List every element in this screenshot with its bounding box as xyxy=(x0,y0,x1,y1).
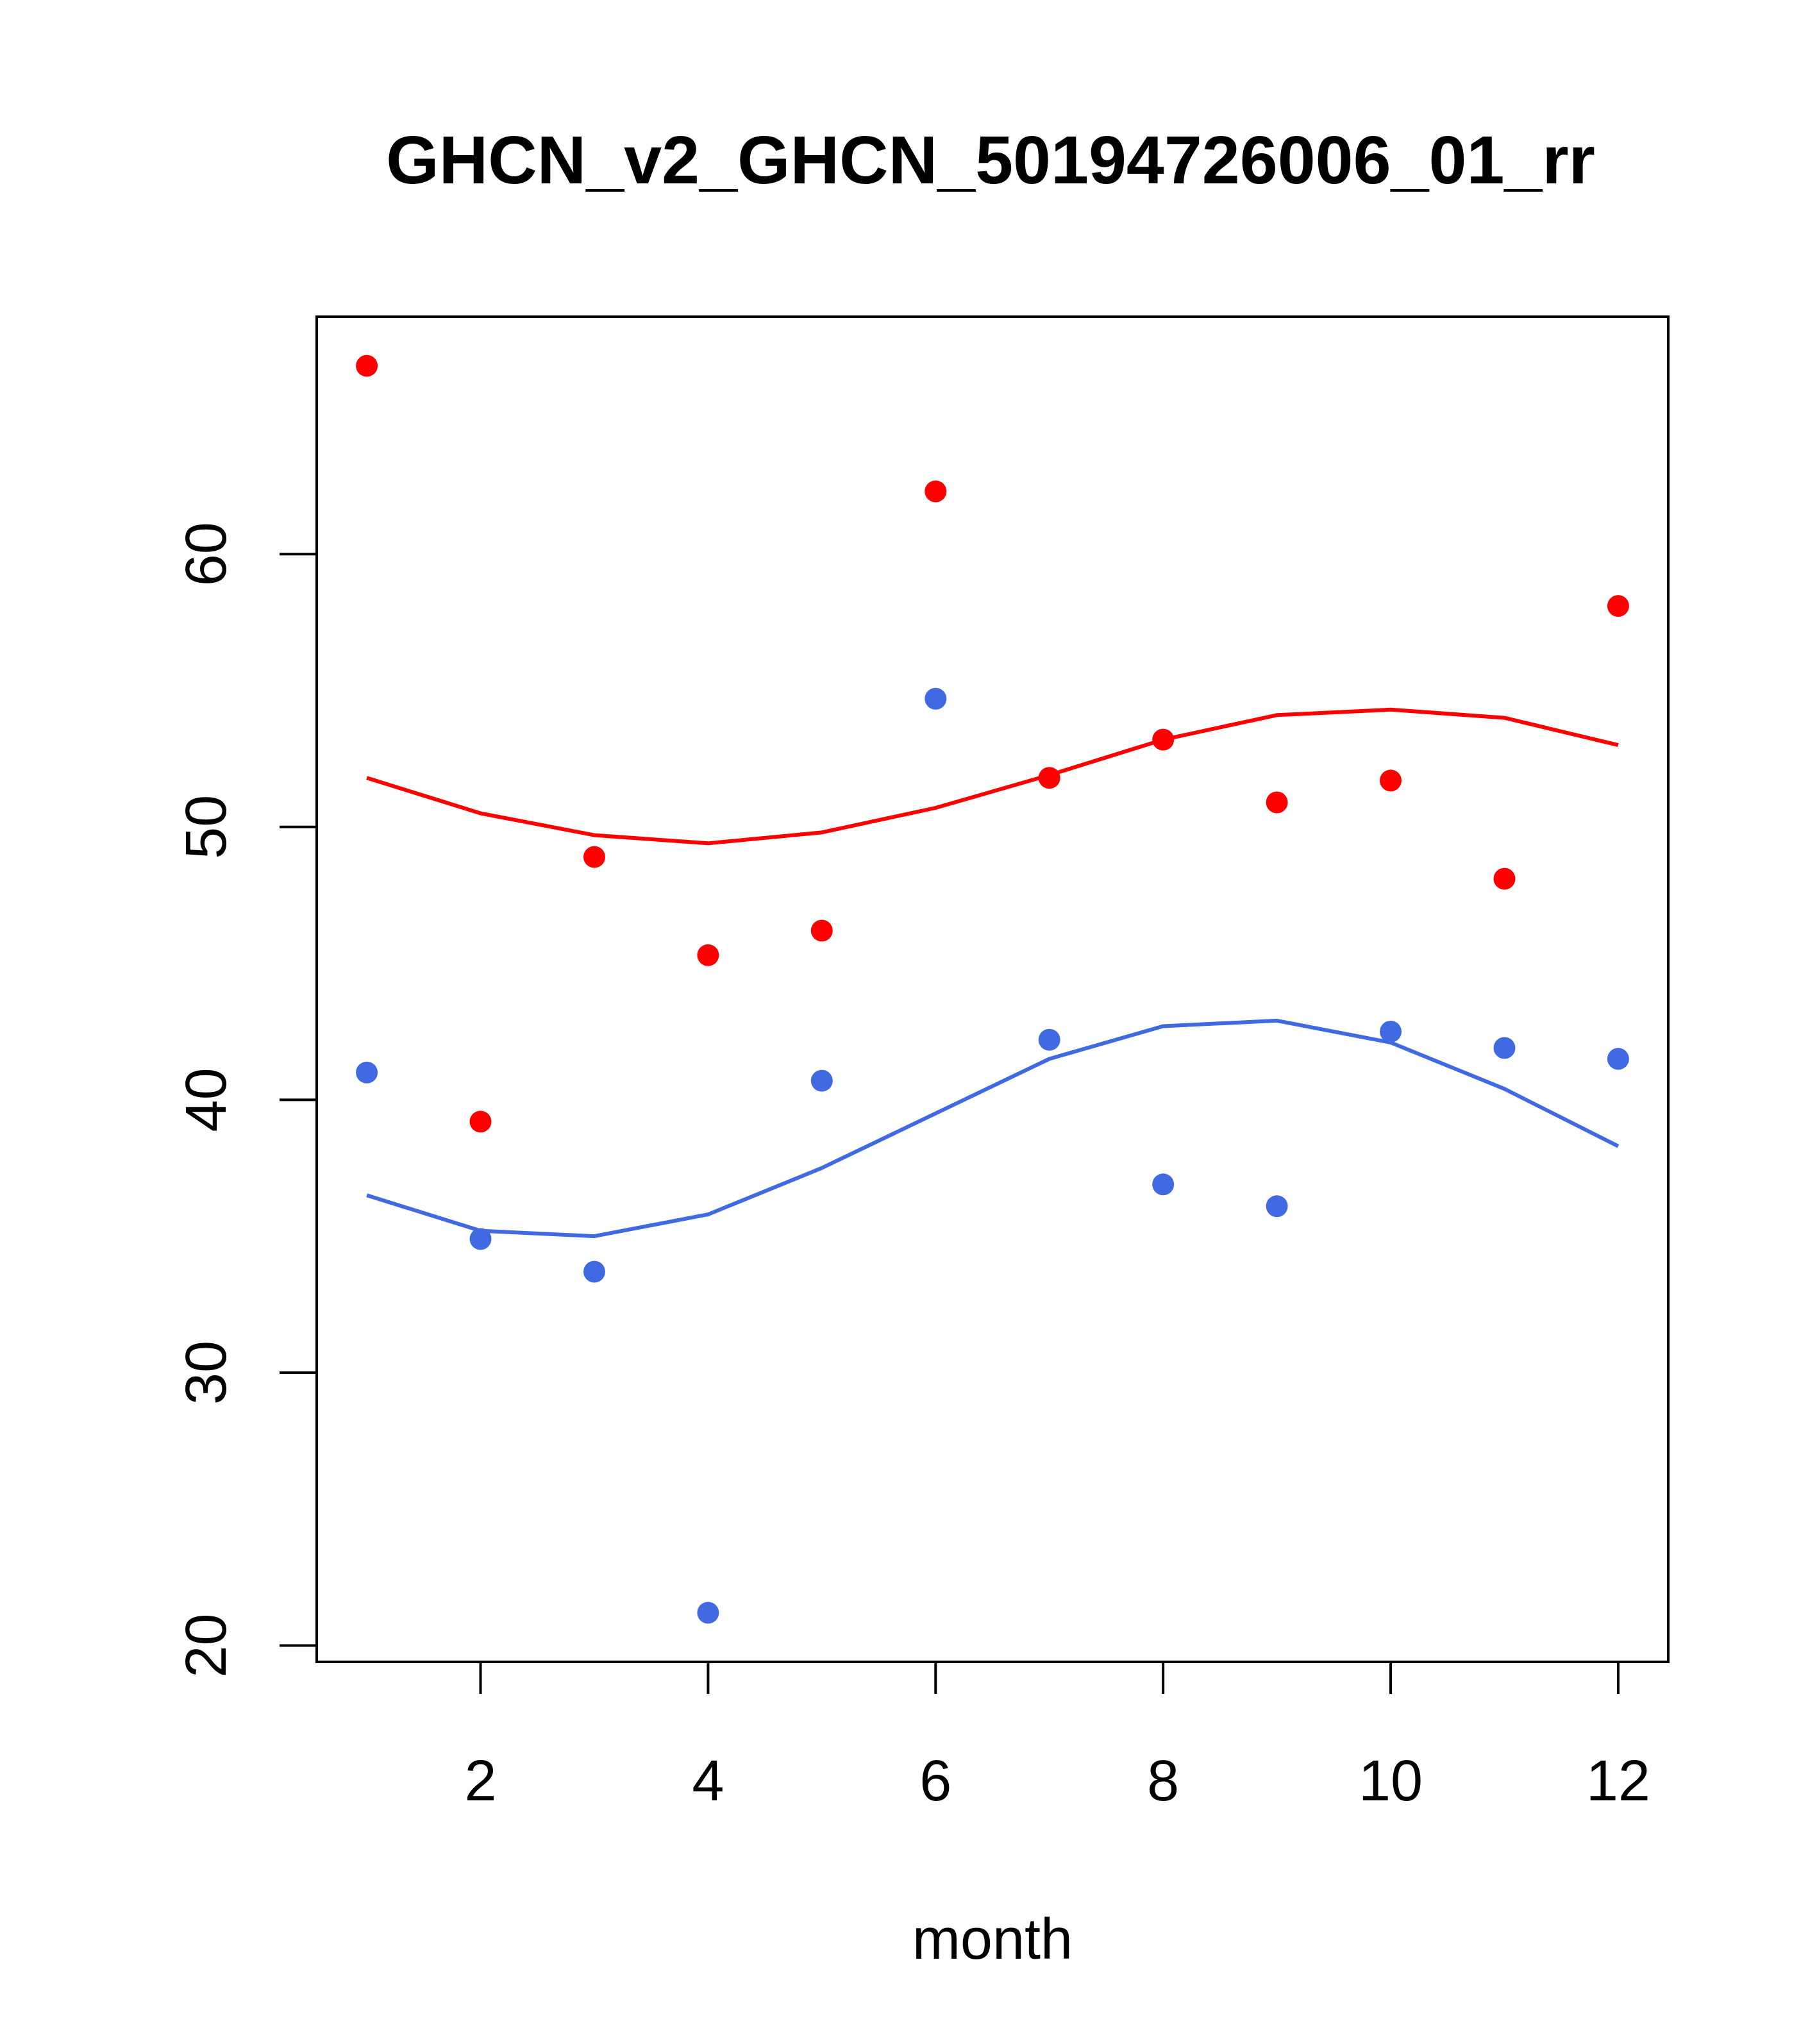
data-point-series-2-month-11 xyxy=(1493,1037,1516,1059)
data-point-series-2-month-12 xyxy=(1607,1048,1629,1070)
data-point-series-2-month-5 xyxy=(810,1069,833,1092)
data-point-series-1-month-9 xyxy=(1266,791,1288,814)
data-point-series-1-month-6 xyxy=(925,480,947,503)
y-tick-label-50: 50 xyxy=(174,795,239,859)
x-tick-label-12: 12 xyxy=(1586,1749,1650,1813)
data-point-series-1-month-4 xyxy=(697,944,719,966)
data-point-series-1-month-1 xyxy=(356,355,378,377)
fit-lines xyxy=(366,707,1620,1239)
x-tick-label-8: 8 xyxy=(1147,1749,1179,1813)
x-tick-label-2: 2 xyxy=(464,1749,496,1813)
data-point-series-2-month-3 xyxy=(583,1261,605,1283)
data-point-series-2-month-9 xyxy=(1266,1195,1288,1218)
data-point-series-1-month-2 xyxy=(469,1110,492,1133)
y-tick-label-20: 20 xyxy=(174,1613,239,1677)
x-axis-label: month xyxy=(912,1907,1073,1972)
y-tick-label-60: 60 xyxy=(174,522,239,586)
y-axis: 20 30 40 50 60 xyxy=(174,522,318,1678)
x-tick-label-4: 4 xyxy=(692,1749,724,1813)
data-point-series-2-month-7 xyxy=(1038,1028,1060,1051)
y-tick-label-40: 40 xyxy=(174,1068,239,1132)
x-axis: 2 4 6 8 10 12 xyxy=(464,1661,1650,1813)
fit-line-series-1 xyxy=(366,707,1619,846)
data-point-series-2-month-1 xyxy=(356,1061,378,1084)
data-point-series-1-month-3 xyxy=(583,846,605,868)
x-tick-label-6: 6 xyxy=(919,1749,951,1813)
x-tick-label-10: 10 xyxy=(1359,1749,1423,1813)
data-point-series-2-month-10 xyxy=(1380,1021,1402,1043)
data-point-series-1-month-11 xyxy=(1493,867,1516,890)
data-point-series-2-month-2 xyxy=(469,1228,492,1250)
data-point-series-2-month-4 xyxy=(697,1602,719,1624)
data-points xyxy=(356,355,1629,1624)
data-point-series-1-month-10 xyxy=(1380,769,1402,792)
data-point-series-1-month-12 xyxy=(1607,595,1629,617)
data-point-series-2-month-6 xyxy=(925,687,947,710)
data-point-series-1-month-5 xyxy=(810,919,833,942)
fit-line-series-2 xyxy=(366,1018,1620,1239)
y-tick-label-30: 30 xyxy=(174,1341,239,1405)
data-point-series-1-month-8 xyxy=(1152,728,1175,751)
data-point-series-1-month-7 xyxy=(1038,767,1060,789)
data-point-series-2-month-8 xyxy=(1152,1173,1175,1196)
chart-title: GHCN_v2_GHCN_50194726006_01_rr xyxy=(386,122,1595,198)
